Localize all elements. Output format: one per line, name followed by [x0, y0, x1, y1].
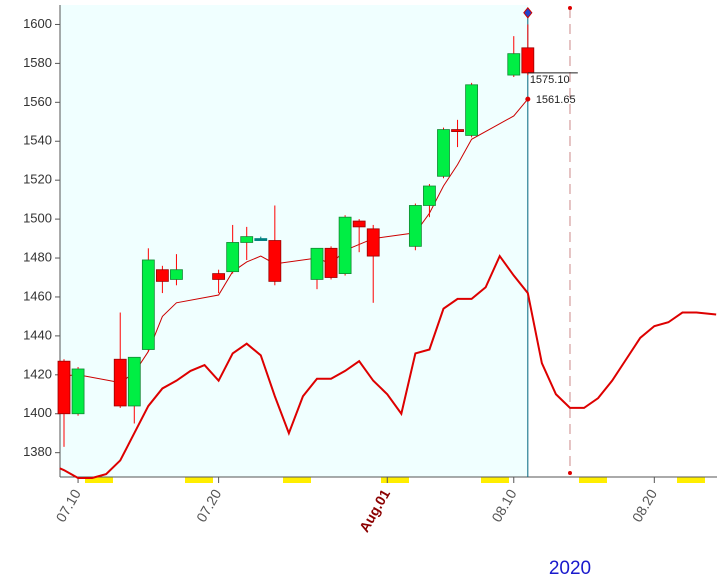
- x-tick-label: 07.20: [193, 486, 224, 525]
- indicator-line: [59, 254, 717, 479]
- candle-body: [71, 368, 85, 415]
- weekend-marker: [381, 477, 409, 483]
- candle-body: [507, 53, 521, 76]
- candle-body: [240, 236, 254, 243]
- weekend-marker: [481, 477, 509, 483]
- y-tick-label: 1560: [23, 94, 52, 109]
- y-tick-label: 1600: [23, 16, 52, 31]
- projection-dot: [567, 6, 572, 10]
- candle-body: [310, 247, 324, 280]
- y-tick-label: 1500: [23, 211, 52, 226]
- candle-body: [465, 84, 479, 136]
- candle-body: [141, 259, 155, 350]
- x-tick-label: 07.10: [52, 486, 83, 525]
- weekend-marker: [185, 477, 213, 483]
- candle-body: [408, 205, 422, 247]
- candle-body: [113, 358, 127, 407]
- annotation-label: 1575.10: [530, 74, 570, 86]
- candle-body: [437, 129, 450, 177]
- candle-body: [212, 273, 226, 280]
- x-tick-label: Aug.01: [356, 486, 393, 535]
- y-tick-label: 1440: [23, 327, 52, 342]
- x-tick-label: 08.10: [488, 486, 519, 525]
- weekend-marker: [677, 477, 705, 483]
- annotation-label: 1561.65: [536, 94, 576, 106]
- candle-body: [155, 269, 169, 282]
- candle-body: [127, 356, 141, 407]
- y-tick-label: 1520: [23, 172, 52, 187]
- candle-body: [521, 47, 535, 74]
- marker: [523, 6, 533, 19]
- y-tick-label: 1420: [23, 366, 52, 381]
- candle-body: [324, 247, 338, 278]
- y-tick-label: 1460: [23, 288, 52, 303]
- y-tick-label: 1400: [23, 405, 52, 420]
- candle-body: [352, 220, 366, 228]
- candle-body: [338, 216, 352, 275]
- candle-body: [423, 185, 436, 206]
- candle-body: [268, 240, 282, 282]
- y-tick-label: 1480: [23, 249, 52, 264]
- y-tick-label: 1580: [23, 55, 52, 70]
- weekend-marker: [579, 477, 607, 483]
- candle-body: [57, 360, 71, 415]
- weekend-marker: [85, 477, 113, 483]
- candle-body: [254, 238, 268, 241]
- weekend-marker: [283, 477, 311, 483]
- weekend-markers: [85, 477, 705, 483]
- projection-dot: [567, 471, 572, 475]
- year-label: 2020: [549, 558, 591, 579]
- candle-body: [366, 228, 380, 257]
- indicator-line: [63, 98, 529, 384]
- candle-body: [451, 129, 464, 132]
- y-tick-label: 1540: [23, 133, 52, 148]
- candle-body: [170, 269, 183, 280]
- x-tick-label: 08.20: [629, 486, 660, 525]
- annotation-dot: [525, 96, 531, 102]
- candle-body: [226, 242, 240, 273]
- y-tick-label: 1380: [23, 444, 52, 459]
